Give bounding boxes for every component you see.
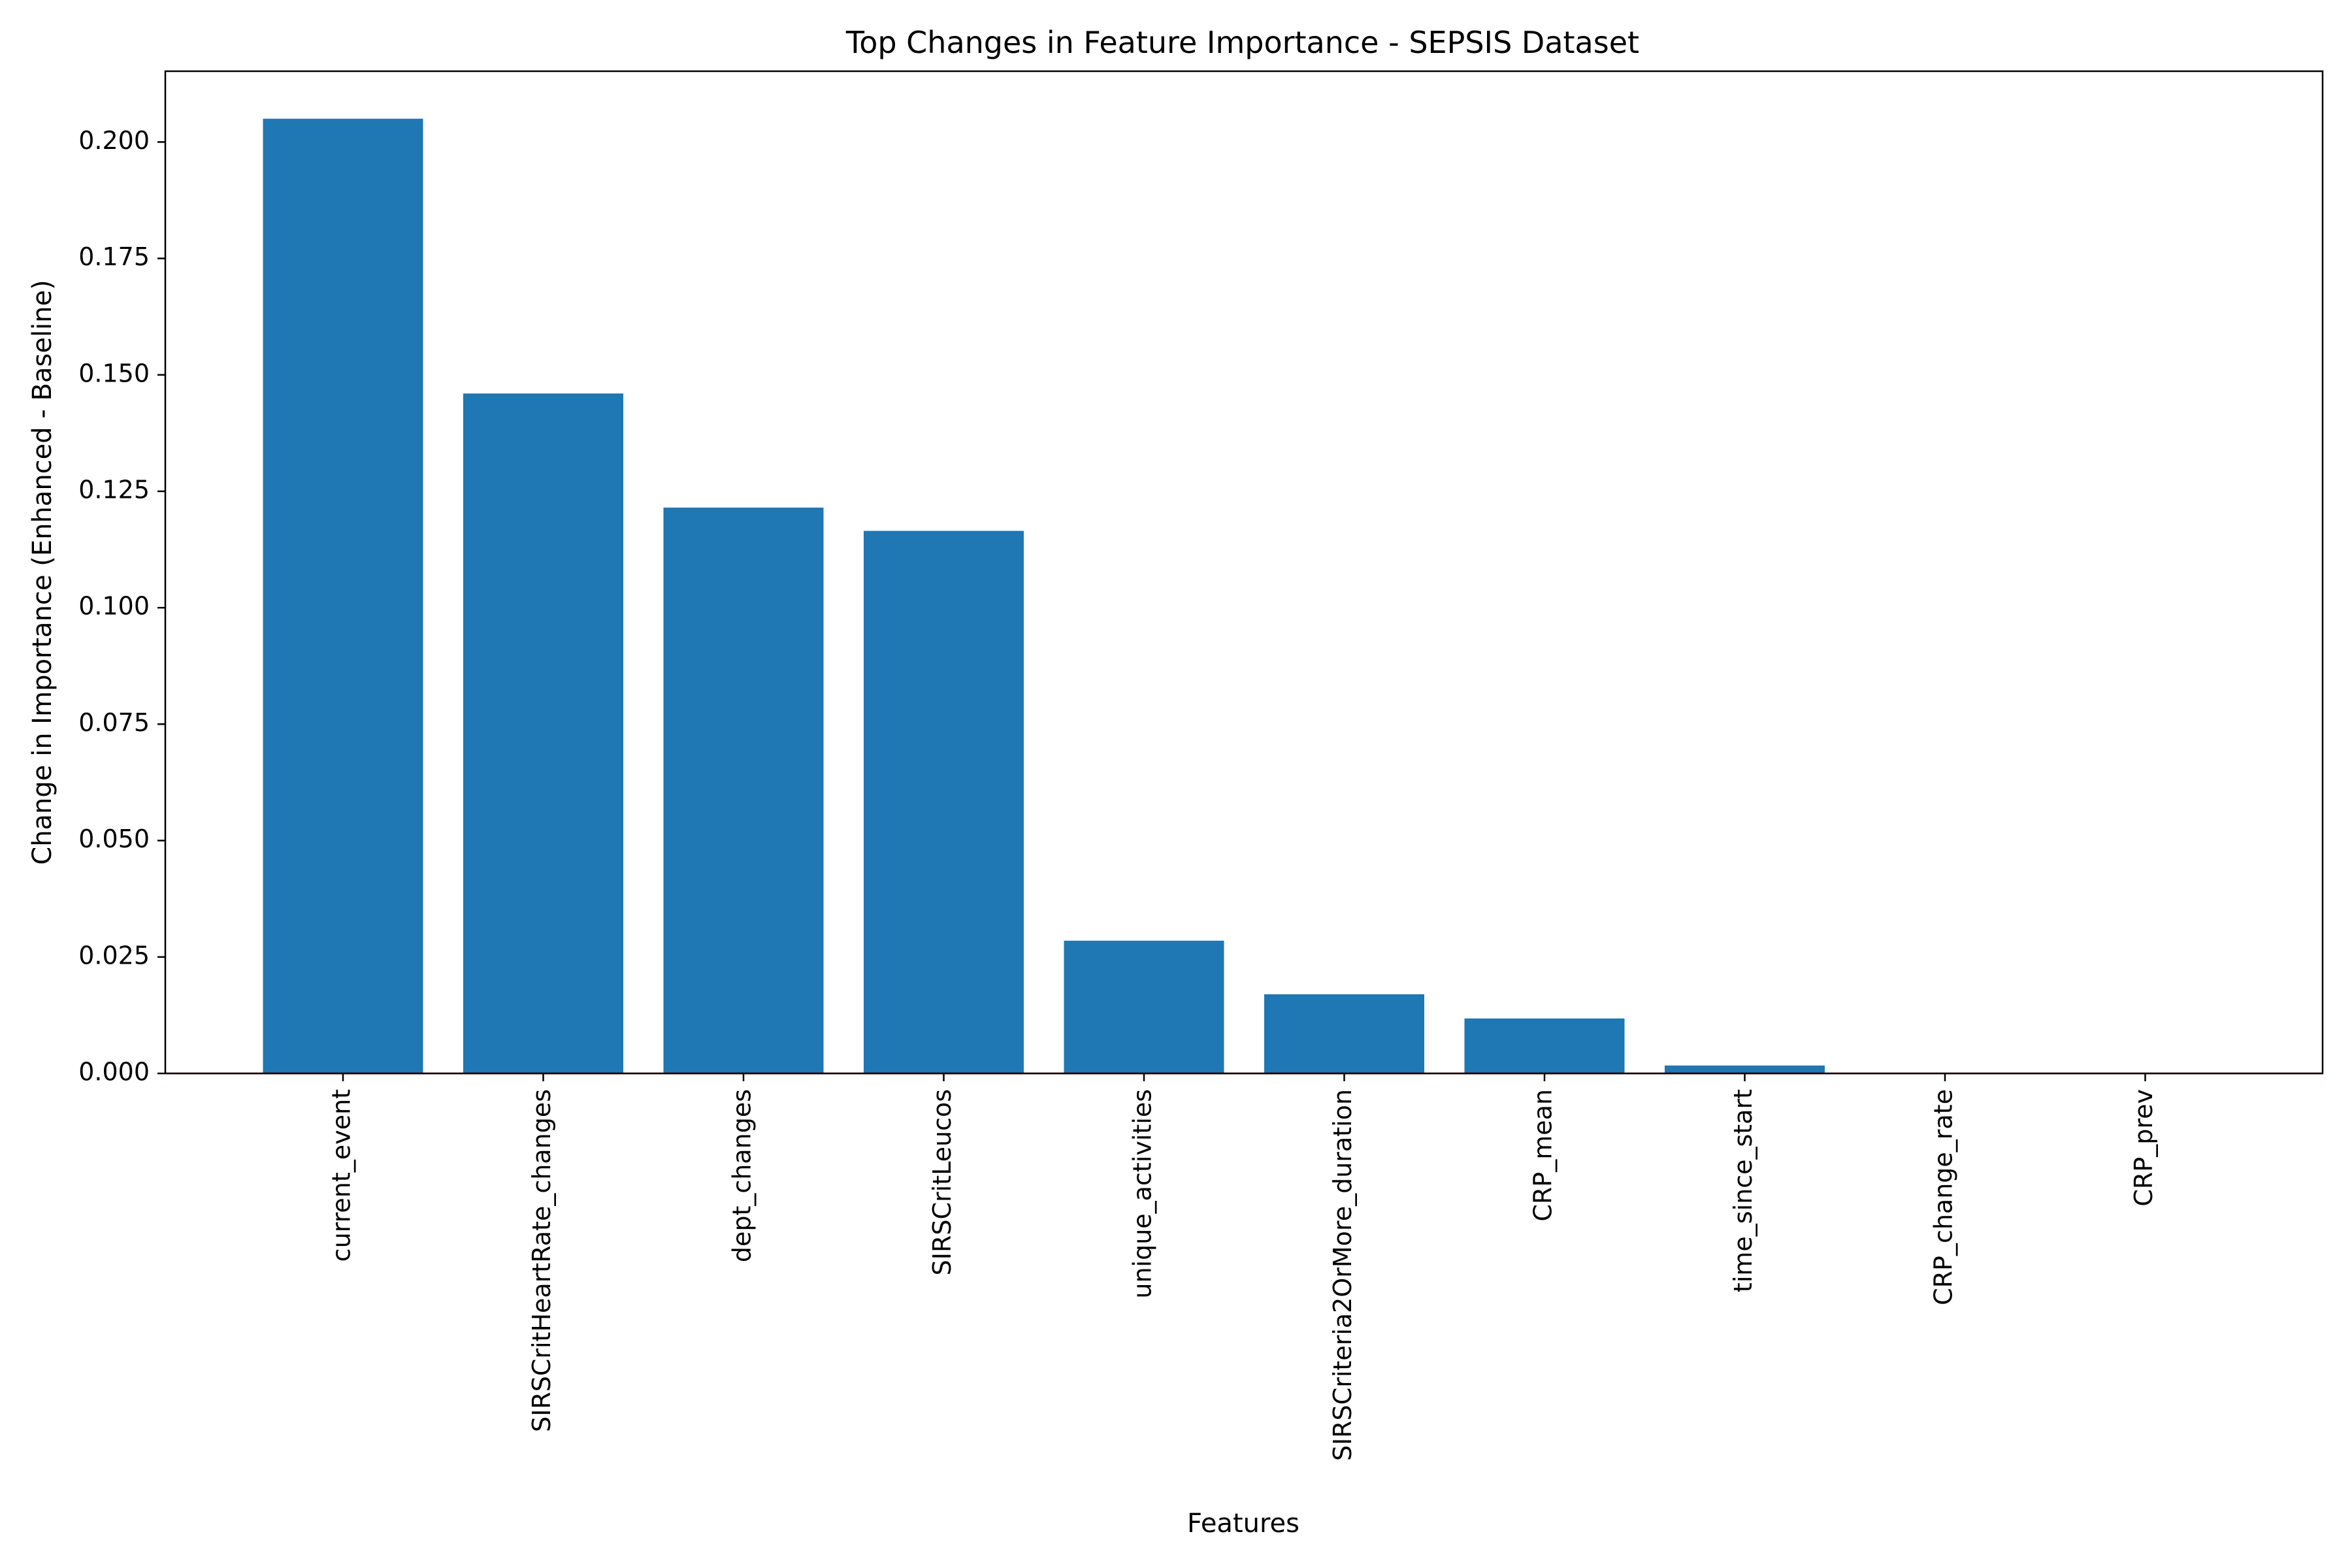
y-tick-label: 0.125 — [78, 475, 150, 504]
x-tick-label: CRP_mean — [1529, 1089, 1558, 1222]
x-tick-label: time_since_start — [1729, 1089, 1757, 1292]
y-axis-label: Change in Importance (Enhanced - Baselin… — [27, 280, 57, 864]
bar-CRP_mean — [1464, 1018, 1625, 1073]
y-tick-label: 0.200 — [78, 126, 150, 155]
bar-unique_activities — [1064, 940, 1224, 1073]
bar-time_since_start — [1665, 1065, 1825, 1073]
y-tick-label: 0.175 — [78, 242, 150, 271]
y-tick-label: 0.025 — [78, 941, 150, 970]
y-tick-label: 0.075 — [78, 708, 150, 737]
y-tick-label: 0.050 — [78, 825, 150, 853]
x-axis-ticks: current_event SIRSCritHeartRate_changes de… — [327, 1073, 2158, 1461]
y-tick-label: 0.000 — [78, 1058, 150, 1086]
x-tick-label: unique_activities — [1128, 1089, 1157, 1299]
chart-title: Top Changes in Feature Importance - SEPS… — [845, 25, 1639, 60]
plot-area-frame — [164, 70, 2324, 1075]
bar-current_event — [263, 118, 423, 1074]
x-tick-label: CRP_change_rate — [1929, 1089, 1958, 1305]
bar-SIRSCritLeucos — [864, 531, 1024, 1073]
bar-SIRSCriteria2OrMore_duration — [1264, 994, 1424, 1073]
x-tick-label: SIRSCriteria2OrMore_duration — [1328, 1089, 1357, 1461]
x-tick-label: current_event — [327, 1089, 356, 1262]
x-tick-label: SIRSCritLeucos — [928, 1089, 956, 1275]
bars-group — [263, 118, 1825, 1074]
x-tick-label: CRP_prev — [2129, 1089, 2158, 1207]
x-tick-label: dept_changes — [728, 1089, 757, 1262]
x-tick-label: SIRSCritHeartRate_changes — [527, 1089, 556, 1432]
y-axis-ticks: 0.000 0.025 0.050 0.075 0.100 0.125 0.150 0.175… — [78, 126, 165, 1086]
x-axis-label: Features — [1187, 1509, 1299, 1539]
y-tick-label: 0.150 — [78, 359, 150, 387]
y-tick-label: 0.100 — [78, 592, 150, 621]
bar-SIRSCritHeartRate_changes — [463, 393, 623, 1073]
bar-dept_changes — [663, 507, 824, 1073]
